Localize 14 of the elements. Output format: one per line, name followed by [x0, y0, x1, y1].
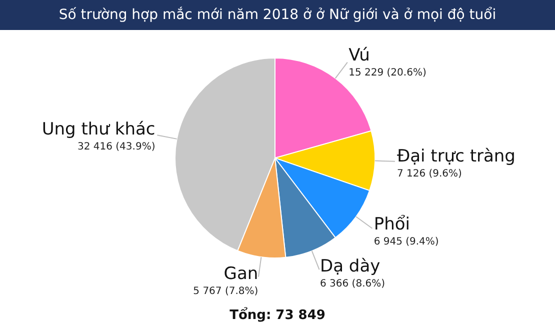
slice-label: Đại trực tràng — [396, 146, 516, 166]
data-label: 32 416 (43.9%) — [77, 142, 156, 153]
data-label: 7 126 (9.6%) — [396, 168, 462, 180]
text: Tổng: 73 849 — [228, 308, 326, 323]
slice-label: Dạ dày — [320, 256, 380, 276]
data-label: 15 229 (20.6%) — [348, 68, 426, 79]
slice-label: Gan — [224, 264, 258, 284]
data-label: 5 767 (7.8%) — [193, 286, 258, 297]
data-label: 6 366 (8.6%) — [320, 278, 386, 290]
slice-label: Phổi — [374, 214, 410, 235]
slice-label: Ung thư khác — [42, 120, 156, 140]
data-label: 6 945 (9.4%) — [374, 236, 439, 248]
chart-title: Số trường hợp mắc mới năm 2018 ở ở Nữ giới và ở mọi độ tuổi — [0, 0, 555, 30]
slice-label: Vú — [348, 46, 370, 66]
